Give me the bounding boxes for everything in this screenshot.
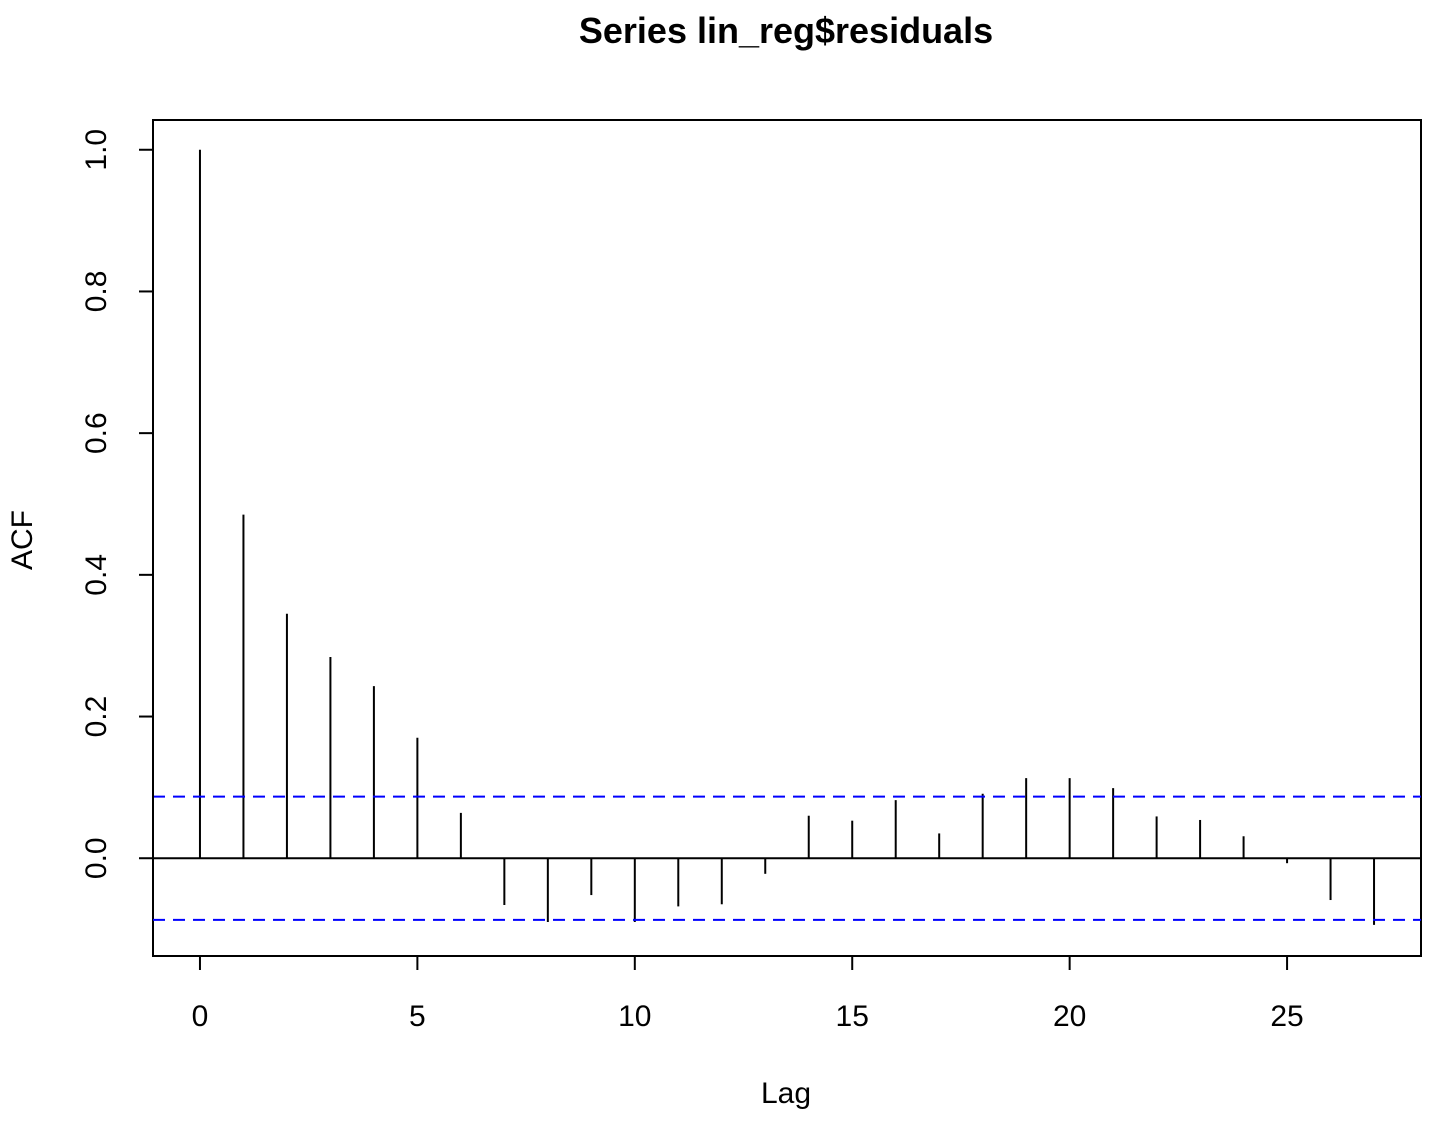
y-tick-label-0.2: 0.2 <box>80 696 113 738</box>
y-tick-label-0.6: 0.6 <box>80 412 113 454</box>
y-axis-label: ACF <box>6 510 39 570</box>
y-tick-label-0.0: 0.0 <box>80 837 113 879</box>
y-tick-label-1.0: 1.0 <box>80 129 113 171</box>
x-tick-label-5: 5 <box>409 1000 426 1033</box>
chart-title: Series lin_reg$residuals <box>579 10 993 51</box>
y-tick-label-0.8: 0.8 <box>80 271 113 313</box>
x-tick-label-20: 20 <box>1053 1000 1086 1033</box>
y-tick-label-0.4: 0.4 <box>80 554 113 596</box>
y-axis: 0.0 0.2 0.4 0.6 0.8 1.0 <box>80 129 154 879</box>
x-axis-label: Lag <box>761 1077 811 1110</box>
confidence-bands <box>153 795 1421 921</box>
x-tick-label-10: 10 <box>618 1000 651 1033</box>
plot-frame <box>152 119 1422 957</box>
x-tick-label-25: 25 <box>1270 1000 1303 1033</box>
acf-bars <box>198 149 1376 925</box>
x-tick-label-0: 0 <box>192 1000 209 1033</box>
x-axis: 0 5 10 15 20 25 <box>192 955 1304 1033</box>
x-tick-label-15: 15 <box>836 1000 869 1033</box>
